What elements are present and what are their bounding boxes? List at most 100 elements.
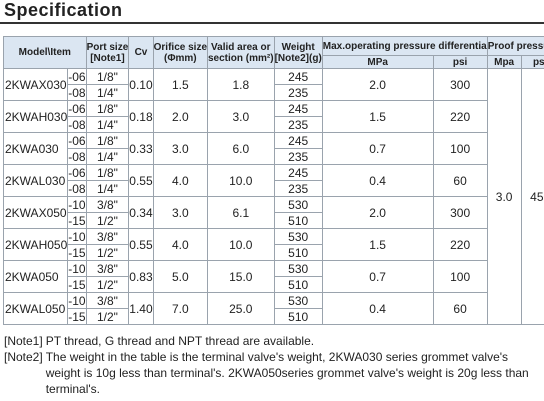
weight: 530 — [273, 196, 323, 213]
data-row: 2KWAL050 -10 3/8" 1.40 7.0 25.0 530 0.4 60 — [2, 292, 544, 325]
data-row: -08 1/4" 235 — [4, 84, 544, 101]
port-suffix: -10 — [67, 260, 87, 277]
valid-area: 6.0 — [207, 132, 275, 165]
data-row: 2KWAL030 -06 1/8" 0.55 4.0 10.0 245 0.4 60 — [2, 164, 544, 197]
pressure-psi: 60 — [432, 164, 488, 197]
model-name: 2KWAL030 — [2, 164, 69, 197]
port-suffix: -08 — [67, 84, 87, 101]
header-cell: Port size [Note1] — [85, 36, 130, 69]
data-row: -15 1/2" 510 — [4, 212, 544, 229]
note: [Note2] The weight in the table is the te… — [4, 349, 542, 397]
header-cell: Cv — [128, 36, 154, 69]
note: [Note1] PT thread, G thread and NPT threa… — [4, 333, 542, 349]
port-suffix: -15 — [67, 308, 87, 325]
model-name: 2KWAX050 — [2, 196, 69, 229]
pressure-mpa: 0.4 — [321, 292, 434, 325]
port-size: 1/2" — [85, 244, 130, 261]
cv: 0.55 — [128, 228, 154, 261]
model-name: 2KWA050 — [2, 260, 69, 293]
header-cell: Model\Item — [3, 36, 87, 69]
port-size: 1/8" — [85, 68, 130, 85]
orifice: 4.0 — [152, 228, 209, 261]
port-size: 3/8" — [85, 196, 130, 213]
pressure-mpa: 0.7 — [321, 132, 434, 165]
weight: 235 — [273, 148, 323, 165]
pressure-psi: 220 — [432, 100, 488, 133]
weight: 235 — [273, 84, 323, 101]
data-row: 2KWA050 -10 3/8" 0.83 5.0 15.0 530 0.7 100 — [2, 260, 544, 293]
port-size: 3/8" — [85, 228, 130, 245]
port-suffix: -06 — [67, 100, 87, 117]
orifice: 7.0 — [152, 292, 209, 325]
cv: 0.10 — [128, 68, 154, 101]
weight: 245 — [273, 68, 323, 85]
notes: [Note1] PT thread, G thread and NPT threa… — [4, 333, 542, 397]
model-name: 2KWAX030 — [2, 68, 69, 101]
data-row: -08 1/4" 235 — [4, 148, 544, 165]
weight: 510 — [273, 212, 323, 229]
model-name: 2KWAH030 — [2, 100, 69, 133]
orifice: 3.0 — [152, 132, 209, 165]
port-suffix: -15 — [67, 276, 87, 293]
cv: 0.33 — [128, 132, 154, 165]
weight: 530 — [273, 228, 323, 245]
port-suffix: -06 — [67, 164, 87, 181]
pressure-psi: 60 — [432, 292, 488, 325]
cv: 0.55 — [128, 164, 154, 197]
pressure-psi: 220 — [432, 228, 488, 261]
subheader-cell: Mpa — [486, 55, 522, 69]
port-suffix: -15 — [67, 244, 87, 261]
data-row: -15 1/2" 510 — [4, 244, 544, 261]
pressure-psi: 100 — [432, 132, 488, 165]
title: Specification — [4, 0, 123, 20]
orifice: 4.0 — [152, 164, 209, 197]
note-text: The weight in the table is the terminal … — [45, 350, 529, 396]
valid-area: 1.8 — [207, 68, 275, 101]
data-row: -08 1/4" 235 — [4, 180, 544, 197]
port-suffix: -06 — [67, 68, 87, 85]
port-size: 1/4" — [85, 84, 130, 101]
pressure-mpa: 2.0 — [321, 196, 434, 229]
model-name: 2KWAL050 — [2, 292, 69, 325]
port-suffix: -08 — [67, 116, 87, 133]
header-line: Valid area or — [211, 41, 271, 53]
data-row: 2KWAH050 -10 3/8" 0.55 4.0 10.0 530 1.5 220 — [2, 228, 544, 261]
spec-table: Model\Item Port size [Note1] Cv Orifice size… — [2, 36, 544, 325]
weight: 510 — [273, 276, 323, 293]
data-row: -15 1/2" 510 — [4, 276, 544, 293]
pressure-psi: 100 — [432, 260, 488, 293]
port-suffix: -08 — [67, 180, 87, 197]
header-line: Weight — [281, 41, 315, 53]
port-size: 1/8" — [85, 132, 130, 149]
model-name: 2KWA030 — [2, 132, 69, 165]
header-line: section (mm²) — [208, 52, 274, 64]
note-label: [Note2] — [4, 350, 43, 364]
header-line: Port size — [86, 41, 129, 53]
header-cell: Proof pressure — [486, 36, 544, 56]
port-suffix: -08 — [67, 148, 87, 165]
pressure-mpa: 1.5 — [321, 228, 434, 261]
data-row: 2KWAX050 -10 3/8" 0.34 3.0 6.1 530 2.0 300 — [2, 196, 544, 229]
valid-area: 6.1 — [207, 196, 275, 229]
pressure-psi: 300 — [432, 196, 488, 229]
valid-area: 15.0 — [207, 260, 275, 293]
header-line: (Φmm) — [163, 52, 197, 64]
orifice: 1.5 — [152, 68, 209, 101]
port-size: 1/4" — [85, 148, 130, 165]
header-cell: Weight [Note2](g) — [273, 36, 323, 69]
data-row: -08 1/4" 235 — [4, 116, 544, 133]
weight: 530 — [273, 260, 323, 277]
cv: 0.18 — [128, 100, 154, 133]
orifice: 5.0 — [152, 260, 209, 293]
header-cell: Valid area or section (mm²) — [207, 36, 275, 69]
header-cell: Max.operating pressure differentia — [321, 36, 488, 56]
title-rule — [0, 22, 544, 24]
port-suffix: -10 — [67, 196, 87, 213]
weight: 245 — [273, 132, 323, 149]
orifice: 2.0 — [152, 100, 209, 133]
proof-psi: 450 — [520, 68, 544, 325]
valid-area: 3.0 — [207, 100, 275, 133]
valid-area: 25.0 — [207, 292, 275, 325]
data-row: 2KWA030 -06 1/8" 0.33 3.0 6.0 245 0.7 100 — [2, 132, 544, 165]
